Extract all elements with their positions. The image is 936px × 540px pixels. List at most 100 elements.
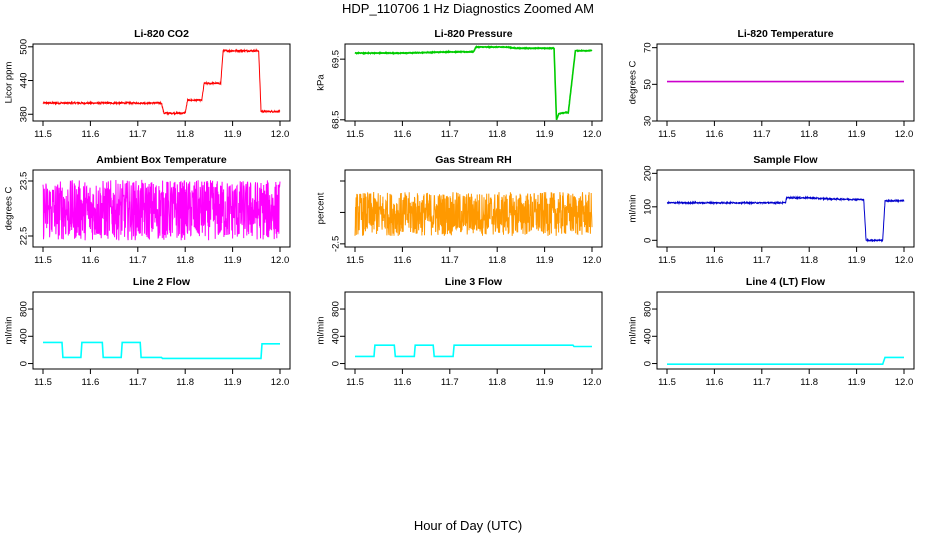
y-tick-label: 500 bbox=[19, 39, 30, 55]
plot-panel: Line 4 (LT) Flow 11.5 11.6 11.7 11.8 11.9 12.0… bbox=[628, 276, 915, 388]
x-tick-label: 12.0 bbox=[271, 255, 290, 266]
y-axis-label: ml/min bbox=[316, 317, 327, 345]
plot-panel: Gas Stream RH 11.5 11.6 11.7 11.8 11.9 12.0 -2.… bbox=[316, 154, 603, 266]
x-tick-label: 11.8 bbox=[488, 129, 506, 140]
y-axis-label: ml/min bbox=[628, 195, 639, 223]
x-tick-label: 11.6 bbox=[706, 255, 724, 266]
x-tick-label: 11.5 bbox=[658, 129, 676, 140]
x-tick-label: 11.5 bbox=[34, 255, 52, 266]
y-tick-label: 23.5 bbox=[19, 172, 30, 191]
y-tick-label: 400 bbox=[19, 328, 30, 344]
x-tick-label: 11.9 bbox=[848, 377, 866, 388]
y-axis-label: degrees C bbox=[4, 186, 15, 230]
x-tick-label: 11.6 bbox=[82, 377, 100, 388]
series-line bbox=[667, 356, 904, 365]
plot-title: Li-820 Temperature bbox=[737, 28, 833, 40]
x-tick-label: 11.8 bbox=[800, 255, 818, 266]
x-tick-label: 11.9 bbox=[848, 129, 866, 140]
series-line bbox=[355, 344, 592, 358]
x-tick-label: 11.7 bbox=[129, 129, 147, 140]
x-tick-label: 12.0 bbox=[895, 129, 914, 140]
y-tick-label: 22.5 bbox=[19, 227, 30, 246]
series-line bbox=[43, 341, 280, 360]
x-tick-label: 11.5 bbox=[346, 129, 364, 140]
y-axis-label: kPa bbox=[316, 74, 327, 91]
x-tick-label: 11.7 bbox=[129, 377, 147, 388]
series-line bbox=[666, 195, 905, 243]
x-tick-label: 11.8 bbox=[800, 377, 818, 388]
y-tick-label: 400 bbox=[643, 328, 654, 344]
x-tick-label: 11.5 bbox=[346, 377, 364, 388]
plot-frame bbox=[32, 43, 291, 122]
y-tick-label: 0 bbox=[643, 361, 654, 366]
y-tick-label: 69.5 bbox=[331, 50, 342, 69]
x-tick-label: 11.6 bbox=[706, 129, 724, 140]
plot-frame bbox=[656, 169, 915, 248]
x-tick-label: 11.9 bbox=[224, 129, 242, 140]
plot-title: Line 2 Flow bbox=[133, 276, 191, 288]
x-tick-label: 12.0 bbox=[583, 377, 602, 388]
y-tick-label: 800 bbox=[19, 301, 30, 317]
plot-panel: Line 3 Flow 11.5 11.6 11.7 11.8 11.9 12.0 0 400 8… bbox=[316, 276, 603, 388]
x-tick-label: 11.7 bbox=[441, 255, 459, 266]
x-tick-label: 11.9 bbox=[224, 377, 242, 388]
page-title: HDP_110706 1 Hz Diagnostics Zoomed AM bbox=[342, 1, 594, 16]
x-axis-title: Hour of Day (UTC) bbox=[413, 518, 523, 533]
plot-frame bbox=[344, 169, 603, 248]
plot-panel: Sample Flow 11.5 11.6 11.7 11.8 11.9 12.0 0 100 2… bbox=[628, 154, 915, 266]
plot-title: Ambient Box Temperature bbox=[96, 154, 227, 166]
x-tick-label: 11.8 bbox=[176, 377, 194, 388]
y-axis-label: percent bbox=[316, 192, 327, 224]
y-tick-label: 380 bbox=[19, 106, 30, 122]
y-tick-label: 440 bbox=[19, 73, 30, 89]
x-tick-label: 12.0 bbox=[895, 377, 914, 388]
y-tick-label: -2.5 bbox=[331, 236, 342, 252]
x-tick-label: 11.6 bbox=[394, 255, 412, 266]
y-tick-label: 400 bbox=[331, 328, 342, 344]
plot-frame bbox=[32, 169, 291, 248]
y-axis-label: degrees C bbox=[628, 60, 639, 104]
plot-panel: Line 2 Flow 11.5 11.6 11.7 11.8 11.9 12.0 0 400 8… bbox=[4, 276, 291, 388]
series-line bbox=[354, 191, 593, 236]
x-tick-label: 12.0 bbox=[583, 129, 602, 140]
x-tick-label: 11.9 bbox=[536, 255, 554, 266]
plot-panel: Li-820 Pressure 11.5 11.6 11.7 11.8 11.9 12.0 6… bbox=[316, 28, 603, 140]
plot-title: Line 3 Flow bbox=[445, 276, 503, 288]
x-tick-label: 12.0 bbox=[271, 129, 290, 140]
x-tick-label: 12.0 bbox=[583, 255, 602, 266]
plot-title: Li-820 CO2 bbox=[134, 28, 189, 40]
x-tick-label: 11.7 bbox=[753, 129, 771, 140]
x-tick-label: 11.5 bbox=[346, 255, 364, 266]
y-tick-label: 0 bbox=[19, 361, 30, 366]
x-tick-label: 11.7 bbox=[441, 377, 459, 388]
plot-frame bbox=[344, 291, 603, 370]
x-tick-label: 11.8 bbox=[488, 255, 506, 266]
x-tick-label: 11.9 bbox=[536, 129, 554, 140]
y-tick-label: 100 bbox=[643, 199, 654, 215]
x-tick-label: 11.7 bbox=[753, 255, 771, 266]
x-tick-label: 12.0 bbox=[271, 377, 290, 388]
x-tick-label: 11.9 bbox=[536, 377, 554, 388]
y-tick-label: 30 bbox=[643, 116, 654, 127]
plot-frame bbox=[32, 291, 291, 370]
plot-frame bbox=[656, 43, 915, 122]
x-tick-label: 11.6 bbox=[394, 377, 412, 388]
y-tick-label: 200 bbox=[643, 165, 654, 181]
plot-title: Sample Flow bbox=[753, 154, 818, 166]
x-tick-label: 11.6 bbox=[394, 129, 412, 140]
y-axis-label: ml/min bbox=[4, 317, 15, 345]
y-axis-label: Licor ppm bbox=[4, 62, 15, 104]
x-tick-label: 11.5 bbox=[34, 377, 52, 388]
plot-frame bbox=[656, 291, 915, 370]
plot-panel: Ambient Box Temperature 11.5 11.6 11.7 11.8 1… bbox=[4, 154, 291, 266]
y-tick-label: 68.5 bbox=[331, 111, 342, 130]
x-tick-label: 11.8 bbox=[176, 129, 194, 140]
plot-panel: Li-820 CO2 11.5 11.6 11.7 11.8 11.9 12.0 380 440… bbox=[4, 28, 291, 140]
plot-panel: Li-820 Temperature 11.5 11.6 11.7 11.8 11.9 12… bbox=[628, 28, 915, 140]
y-tick-label: 50 bbox=[643, 79, 654, 90]
series-line bbox=[42, 179, 281, 241]
x-tick-label: 11.6 bbox=[706, 377, 724, 388]
y-tick-label: 800 bbox=[331, 301, 342, 317]
x-tick-label: 11.8 bbox=[488, 377, 506, 388]
